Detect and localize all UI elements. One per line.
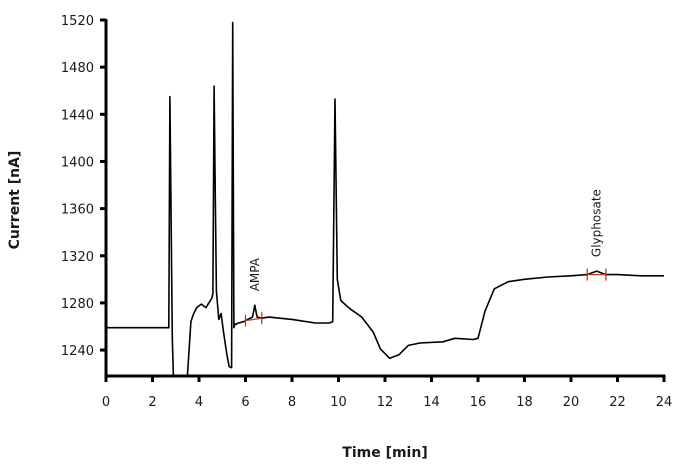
x-tick-label: 0 bbox=[102, 395, 110, 410]
peak-label: AMPA bbox=[248, 257, 262, 291]
x-tick-label: 16 bbox=[470, 395, 487, 410]
x-tick-label: 18 bbox=[516, 395, 533, 410]
integration-baseline bbox=[245, 317, 262, 322]
y-tick-label: 1520 bbox=[61, 14, 94, 29]
y-tick-label: 1400 bbox=[61, 155, 94, 170]
integration-marker bbox=[586, 268, 607, 281]
peak-label: Glyphosate bbox=[590, 189, 604, 257]
peak-annotations: AMPA Glyphosate bbox=[244, 189, 607, 327]
chromatogram-trace bbox=[106, 21, 664, 377]
y-tick-label: 1240 bbox=[61, 344, 94, 359]
x-tick-label: 22 bbox=[609, 395, 626, 410]
integration-marker bbox=[244, 312, 263, 327]
x-tick-label: 6 bbox=[241, 395, 249, 410]
y-tick-label: 1480 bbox=[61, 61, 94, 76]
series-line bbox=[106, 21, 664, 377]
x-tick-label: 4 bbox=[195, 395, 203, 410]
x-tick-label: 12 bbox=[377, 395, 394, 410]
x-tick-label: 24 bbox=[656, 395, 673, 410]
x-tick-label: 2 bbox=[148, 395, 156, 410]
y-tick-label: 1320 bbox=[61, 250, 94, 265]
x-axis-title: Time [min] bbox=[342, 445, 427, 461]
y-tick-label: 1360 bbox=[61, 203, 94, 218]
x-tick-label: 20 bbox=[563, 395, 580, 410]
x-tick-label: 10 bbox=[330, 395, 347, 410]
x-tick-label: 8 bbox=[288, 395, 296, 410]
x-tick-label: 14 bbox=[423, 395, 440, 410]
y-axis-title: Current [nA] bbox=[7, 151, 23, 250]
y-tick-label: 1440 bbox=[61, 108, 94, 123]
y-tick-label: 1280 bbox=[61, 297, 94, 312]
